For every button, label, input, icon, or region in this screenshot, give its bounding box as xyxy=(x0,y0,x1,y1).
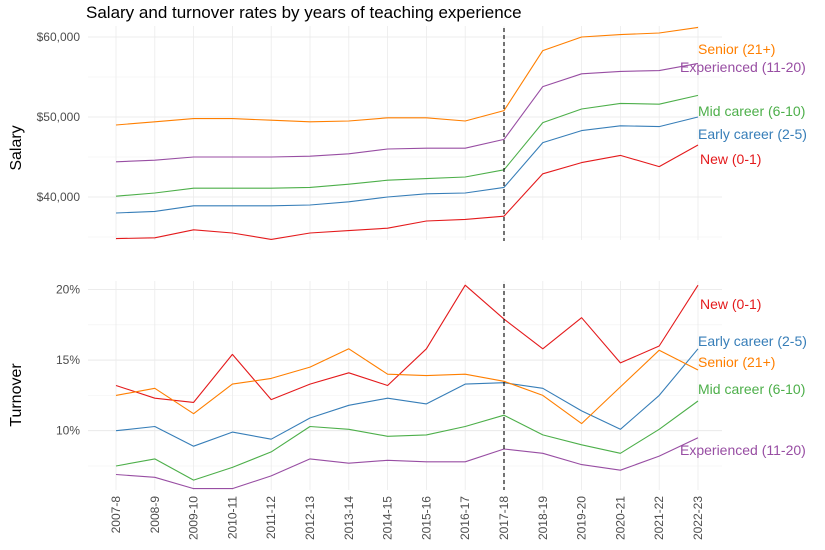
chart-title: Salary and turnover rates by years of te… xyxy=(86,3,522,22)
grid xyxy=(88,26,722,240)
x-tick-label: 2022-23 xyxy=(691,496,705,540)
x-tick-label: 2016-17 xyxy=(458,496,472,540)
x-tick-label: 2011-12 xyxy=(264,496,278,539)
series-line xyxy=(115,348,699,447)
x-tick-label: 2021-22 xyxy=(652,496,666,540)
salary-panel: $40,000 $50,000 $60,000 Salary Senior (21+) E… xyxy=(8,26,807,241)
y-axis-label: Salary xyxy=(8,125,25,170)
y-axis-label: Turnover xyxy=(8,363,25,427)
x-axis: 2007-8 2008-9 2009-10 2010-11 2011-12 2012-13… xyxy=(109,496,705,540)
x-tick-label: 2020-21 xyxy=(613,496,627,540)
x-tick-label: 2018-19 xyxy=(536,496,550,540)
x-tick-label: 2010-11 xyxy=(225,496,239,539)
series-line xyxy=(115,26,699,126)
series-line xyxy=(115,94,699,197)
series-line xyxy=(115,400,699,481)
x-tick-label: 2019-20 xyxy=(575,496,589,540)
series-line xyxy=(115,144,699,240)
y-tick-label: $60,000 xyxy=(37,30,81,44)
turnover-panel: 10% 15% 20% Turnover New (0-1) Early career (… xyxy=(8,281,807,490)
series-line xyxy=(115,284,699,403)
series-label: Experienced (11-20) xyxy=(680,442,806,458)
y-tick-label: 20% xyxy=(56,282,80,296)
series-label: Senior (21+) xyxy=(698,41,775,57)
y-tick-label: 15% xyxy=(56,353,80,367)
series-label: New (0-1) xyxy=(700,151,761,167)
series-label: Mid career (6-10) xyxy=(698,103,805,119)
x-tick-label: 2012-13 xyxy=(303,496,317,540)
series-line xyxy=(115,437,699,490)
grid xyxy=(88,281,722,490)
x-tick-label: 2009-10 xyxy=(187,496,201,540)
series-label: Senior (21+) xyxy=(698,354,775,370)
series-label: Early career (2-5) xyxy=(698,333,807,349)
x-tick-label: 2014-15 xyxy=(381,496,395,540)
x-tick-label: 2015-16 xyxy=(419,496,433,540)
y-tick-label: $50,000 xyxy=(37,110,81,124)
series-label: Mid career (6-10) xyxy=(698,381,805,397)
series-label: Early career (2-5) xyxy=(698,126,807,142)
y-tick-label: 10% xyxy=(56,424,80,438)
series-line xyxy=(115,348,699,425)
y-tick-label: $40,000 xyxy=(37,190,81,204)
x-tick-label: 2008-9 xyxy=(148,496,162,534)
x-tick-label: 2013-14 xyxy=(342,496,356,540)
x-tick-label: 2007-8 xyxy=(109,496,123,534)
x-tick-label: 2017-18 xyxy=(497,496,511,540)
series-line xyxy=(115,62,699,163)
series-line xyxy=(115,116,699,214)
series-label: Experienced (11-20) xyxy=(680,59,806,75)
series-label: New (0-1) xyxy=(700,296,761,312)
